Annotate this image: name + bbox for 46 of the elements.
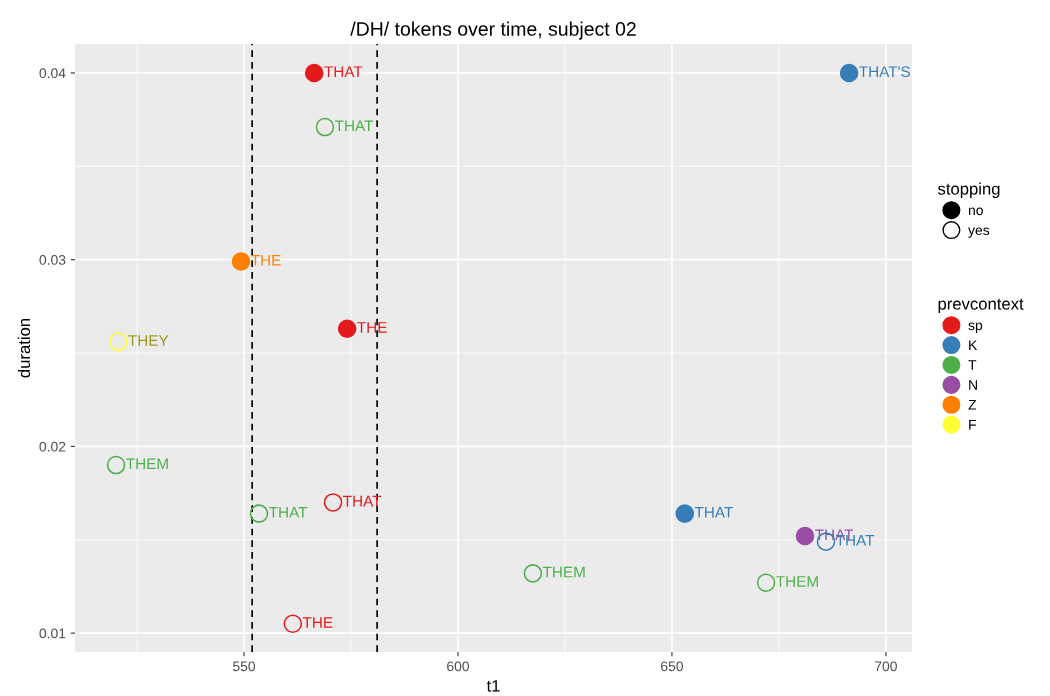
x-tick-label: 600	[447, 661, 470, 672]
point	[795, 526, 815, 546]
x-tick-label: 650	[661, 661, 683, 672]
legend-label: sp	[968, 322, 983, 333]
point	[304, 63, 324, 83]
x-tick-label: 700	[875, 661, 897, 672]
legend-label: Z	[968, 400, 977, 410]
point	[523, 564, 543, 583]
x-axis-title: t1	[486, 680, 500, 692]
point	[675, 504, 695, 523]
legend-label: T	[968, 360, 977, 370]
data-label: THAT	[334, 120, 374, 132]
point	[839, 63, 859, 83]
text: prevcontext	[938, 298, 1024, 314]
legend-label: K	[969, 340, 978, 350]
y-tick-label: 0.02	[39, 441, 66, 452]
point	[108, 332, 128, 352]
y-tick-label: 0.03	[39, 255, 66, 265]
point	[337, 319, 357, 339]
data-label: THEY	[128, 335, 169, 346]
point	[231, 252, 251, 271]
y-tick-label: 0.01	[39, 628, 66, 639]
point	[249, 504, 269, 523]
data-label: THEM	[542, 566, 585, 578]
data-label: THEM	[776, 576, 818, 587]
text: no	[968, 207, 983, 216]
point	[106, 455, 126, 475]
data-label: THAT	[694, 507, 733, 518]
data-label: THE	[302, 617, 333, 628]
data-label: THE	[357, 322, 387, 333]
text: stopping	[937, 182, 1000, 199]
text: yes	[968, 227, 990, 238]
data-label: THAT	[343, 495, 382, 507]
data-label: THE	[251, 254, 281, 266]
point	[315, 117, 335, 137]
legend-label: F	[969, 419, 976, 430]
data-label: THEM	[126, 458, 168, 470]
data-label: THAT	[324, 66, 363, 77]
y-tick-label: 0.04	[39, 68, 66, 79]
data-label: THAT'S	[859, 66, 910, 78]
y-axis-title: duration	[17, 318, 31, 378]
data-label: THAT	[269, 507, 308, 518]
legend-label: N	[969, 380, 977, 390]
x-tick-label: 550	[233, 661, 256, 672]
point	[756, 573, 776, 592]
chart-title: /DH/ tokens over time, subject 02	[350, 21, 636, 40]
